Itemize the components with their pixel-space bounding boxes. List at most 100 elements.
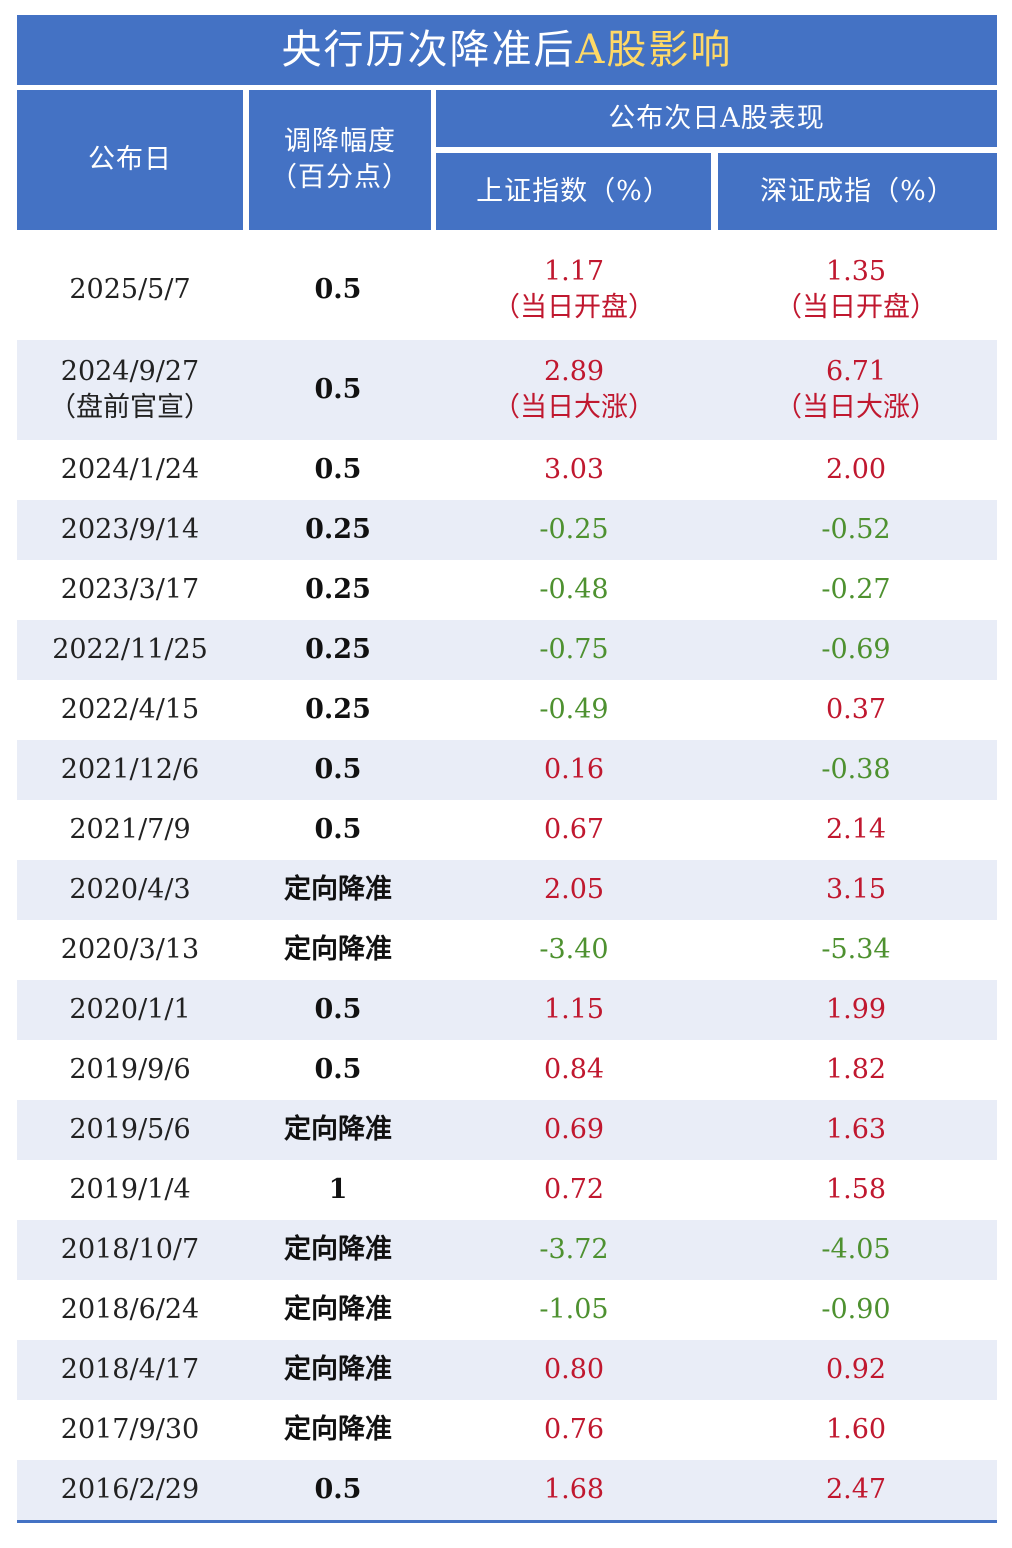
table-row: 2021/7/9 0.5 0.67 2.14 — [17, 800, 997, 860]
date-cell-value: 2019/9/6 — [69, 1054, 191, 1085]
date-cell-value: 2024/9/27 — [60, 356, 200, 387]
date-cell: 2019/5/6 — [17, 1112, 243, 1148]
date-cell: 2018/6/24 — [17, 1292, 243, 1328]
cut-cell-value: 0.25 — [305, 574, 371, 605]
sz-cell: -0.27 — [715, 572, 997, 608]
sh-cell: 0.67 — [433, 812, 715, 848]
sh-cell-value: 1.15 — [543, 994, 605, 1025]
sz-cell-value: 3.15 — [825, 874, 887, 905]
date-cell: 2019/1/4 — [17, 1172, 243, 1208]
date-cell: 2023/3/17 — [17, 572, 243, 608]
date-cell-value: 2022/4/15 — [60, 694, 200, 725]
sz-cell-note: （当日开盘） — [775, 292, 937, 323]
sz-cell-value: 6.71 — [825, 356, 887, 387]
sh-cell-value: -0.75 — [539, 634, 609, 665]
sz-cell: -0.38 — [715, 752, 997, 788]
cut-cell-value: 定向降准 — [284, 1354, 392, 1385]
date-cell: 2025/5/7 — [17, 272, 243, 308]
date-cell-value: 2022/11/25 — [52, 634, 208, 665]
sz-cell: -4.05 — [715, 1232, 997, 1268]
cut-cell: 0.25 — [243, 692, 433, 728]
cut-cell: 0.5 — [243, 1472, 433, 1508]
sh-cell: -3.40 — [433, 932, 715, 968]
sz-cell-value: 1.82 — [825, 1054, 887, 1085]
sz-cell-value: -5.34 — [821, 934, 891, 965]
sz-cell-value: 1.63 — [825, 1114, 887, 1145]
header-sh: 上证指数（%） — [436, 153, 711, 230]
table-row: 2021/12/6 0.5 0.16 -0.38 — [17, 740, 997, 800]
cut-cell-value: 0.5 — [314, 374, 362, 405]
sh-cell: -0.75 — [433, 632, 715, 668]
table-container: 央行历次降准后A股影响 公布日 调降幅度 （百分点） 公布次日A股表现 上证指数… — [17, 15, 997, 1523]
cut-cell: 0.5 — [243, 752, 433, 788]
sh-cell: -1.05 — [433, 1292, 715, 1328]
title-main: 央行历次降准后 — [281, 27, 576, 73]
sz-cell: 1.82 — [715, 1052, 997, 1088]
table-row: 2020/1/1 0.5 1.15 1.99 — [17, 980, 997, 1040]
sz-cell: 1.99 — [715, 992, 997, 1028]
sh-cell-value: 0.80 — [543, 1354, 605, 1385]
date-cell: 2020/4/3 — [17, 872, 243, 908]
table-row: 2020/3/13 定向降准 -3.40 -5.34 — [17, 920, 997, 980]
sz-cell-value: 1.99 — [825, 994, 887, 1025]
date-cell: 2024/9/27 （盘前官宣） — [17, 354, 243, 426]
table-body: 2025/5/7 0.5 1.17 （当日开盘） 1.35 （当日开盘） 2024/9/27… — [17, 240, 997, 1520]
cut-cell: 0.5 — [243, 372, 433, 408]
sh-cell: -3.72 — [433, 1232, 715, 1268]
header-cut-line2: （百分点） — [270, 162, 410, 193]
sz-cell: -0.69 — [715, 632, 997, 668]
cut-cell-value: 定向降准 — [284, 1234, 392, 1265]
cut-cell: 定向降准 — [243, 1232, 433, 1268]
sh-cell-note: （当日大涨） — [493, 392, 655, 423]
cut-cell-value: 0.25 — [305, 634, 371, 665]
table-header: 公布日 调降幅度 （百分点） 公布次日A股表现 上证指数（%） 深证成指（%） — [17, 85, 997, 230]
date-cell: 2019/9/6 — [17, 1052, 243, 1088]
date-cell: 2021/12/6 — [17, 752, 243, 788]
sz-cell-value: -0.90 — [821, 1294, 891, 1325]
cut-cell: 定向降准 — [243, 1412, 433, 1448]
cut-cell-value: 0.5 — [314, 1474, 362, 1505]
cut-cell-value: 定向降准 — [284, 874, 392, 905]
date-cell-value: 2021/12/6 — [60, 754, 200, 785]
sz-cell-value: 2.14 — [825, 814, 887, 845]
date-cell: 2016/2/29 — [17, 1472, 243, 1508]
sz-cell-value: -4.05 — [821, 1234, 891, 1265]
sz-cell: 1.58 — [715, 1172, 997, 1208]
table-row: 2018/4/17 定向降准 0.80 0.92 — [17, 1340, 997, 1400]
cut-cell-value: 0.25 — [305, 514, 371, 545]
sh-cell: 2.05 — [433, 872, 715, 908]
table-row: 2023/3/17 0.25 -0.48 -0.27 — [17, 560, 997, 620]
cut-cell: 0.5 — [243, 452, 433, 488]
cut-cell: 1 — [243, 1172, 433, 1208]
sh-cell-value: 0.69 — [543, 1114, 605, 1145]
sz-cell-value: 0.37 — [825, 694, 887, 725]
date-cell-value: 2019/1/4 — [69, 1174, 191, 1205]
sh-cell-value: -3.72 — [539, 1234, 609, 1265]
cut-cell-value: 1 — [328, 1174, 348, 1205]
cut-cell-value: 0.25 — [305, 694, 371, 725]
table-row: 2020/4/3 定向降准 2.05 3.15 — [17, 860, 997, 920]
sz-cell-value: -0.52 — [821, 514, 891, 545]
header-cut-line1: 调降幅度 — [284, 126, 396, 157]
cut-cell: 0.5 — [243, 272, 433, 308]
sh-cell: 0.16 — [433, 752, 715, 788]
date-cell: 2020/3/13 — [17, 932, 243, 968]
cut-cell: 0.25 — [243, 572, 433, 608]
cut-cell: 定向降准 — [243, 1112, 433, 1148]
cut-cell: 0.5 — [243, 992, 433, 1028]
date-cell: 2022/4/15 — [17, 692, 243, 728]
table-row: 2024/1/24 0.5 3.03 2.00 — [17, 440, 997, 500]
sh-cell-value: -0.25 — [539, 514, 609, 545]
date-cell-value: 2018/6/24 — [60, 1294, 200, 1325]
cut-cell-value: 0.5 — [314, 1054, 362, 1085]
cut-cell: 0.5 — [243, 1052, 433, 1088]
sh-cell-value: 0.76 — [543, 1414, 605, 1445]
date-cell-value: 2020/1/1 — [69, 994, 191, 1025]
date-cell-value: 2024/1/24 — [60, 454, 200, 485]
sz-cell: 6.71 （当日大涨） — [715, 354, 997, 426]
sz-cell: 2.14 — [715, 812, 997, 848]
sh-cell-value: 2.05 — [543, 874, 605, 905]
sh-cell: -0.48 — [433, 572, 715, 608]
date-cell: 2018/4/17 — [17, 1352, 243, 1388]
sh-cell: 0.76 — [433, 1412, 715, 1448]
